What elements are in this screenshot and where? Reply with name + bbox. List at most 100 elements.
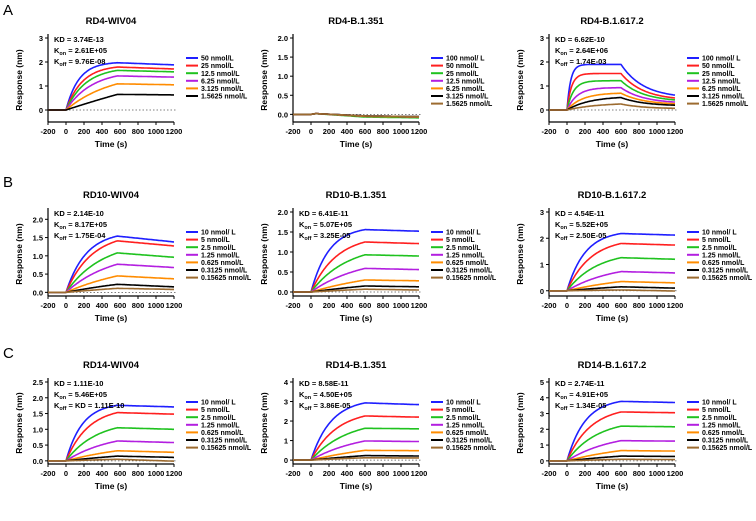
annotation-label: K — [54, 231, 60, 240]
annotation-label: K — [54, 390, 60, 399]
x-tick-label: 600 — [359, 127, 372, 136]
kinetics-annotation: Koff = 2.50E-05 — [555, 231, 606, 242]
legend-label: 0.3125 nmol/L — [201, 438, 248, 445]
legend: 100 nmol/ L50 nmol/L25 nmol/L12.5 nmol/L… — [431, 56, 493, 108]
y-tick-label: 2 — [284, 417, 288, 426]
x-tick-label: 400 — [597, 127, 610, 136]
x-tick-label: 800 — [633, 127, 646, 136]
annotation-label: K — [555, 401, 561, 410]
x-tick-label: 800 — [633, 469, 646, 478]
y-tick-label: 1.5 — [278, 53, 288, 62]
legend-label: 5 nmol/L — [446, 237, 476, 244]
x-tick-label: 400 — [96, 301, 109, 310]
chart-title: RD4-B.1.617.2 — [580, 16, 643, 27]
x-tick-label: 1200 — [667, 469, 684, 478]
x-tick-label: -200 — [285, 301, 300, 310]
x-tick-label: 800 — [377, 469, 390, 478]
series-line — [549, 92, 676, 111]
series-line — [549, 63, 676, 111]
chart-title: RD4-WIV04 — [86, 16, 137, 27]
series-line — [293, 415, 419, 461]
panel-letter-b: B — [3, 174, 14, 191]
legend-label: 2.5 nmol/L — [446, 415, 481, 422]
x-tick-label: 1200 — [166, 301, 183, 310]
series-line — [48, 263, 174, 294]
x-tick-label: 600 — [359, 469, 372, 478]
legend-label: 3.125 nmol/L — [201, 86, 244, 93]
legend-label: 50 nmol/L — [702, 63, 735, 70]
annotation-value: = 4.91E+05 — [567, 390, 608, 399]
legend-label: 3.125 nmol/L — [702, 94, 745, 101]
x-tick-label: 200 — [579, 127, 592, 136]
series-line — [549, 425, 675, 462]
y-tick-label: 3 — [540, 410, 544, 419]
y-axis-label: Response (nm) — [515, 223, 525, 285]
series-line — [293, 267, 419, 293]
x-tick-label: 400 — [597, 469, 610, 478]
kinetics-annotation: KD = 2.74E-11 — [555, 379, 604, 388]
x-tick-label: -200 — [285, 127, 300, 136]
y-tick-label: 2.0 — [33, 215, 43, 224]
legend-label: 0.15625 nmol/L — [446, 445, 497, 452]
y-tick-label: 2 — [540, 425, 544, 434]
y-tick-label: 2.5 — [33, 378, 43, 387]
x-tick-label: 400 — [341, 301, 354, 310]
kinetics-annotation: Koff = 3.25E-05 — [299, 231, 350, 242]
x-tick-label: 200 — [78, 469, 91, 478]
legend-label: 50 nmol/L — [201, 56, 234, 63]
x-tick-label: 1000 — [393, 469, 410, 478]
x-tick-label: 1200 — [411, 127, 428, 136]
annotation-subscript: on — [304, 395, 311, 401]
x-tick-label: -200 — [541, 301, 556, 310]
y-tick-label: 1.0 — [278, 72, 288, 81]
annotation-value: = 2.64E+06 — [567, 46, 608, 55]
panel-letter-c: C — [3, 345, 14, 362]
legend-label: 5 nmol/L — [702, 237, 732, 244]
x-tick-label: 1200 — [411, 469, 428, 478]
y-tick-label: 2 — [540, 234, 544, 243]
legend-label: 6.25 nmol/L — [446, 86, 485, 93]
y-tick-label: 0.5 — [33, 441, 43, 450]
x-tick-label: 200 — [323, 127, 336, 136]
series-line — [48, 458, 175, 462]
x-axis-label: Time (s) — [95, 481, 128, 491]
annotation-value: = 3.25E-05 — [311, 231, 350, 240]
legend: 10 nmol/ L5 nmol/L2.5 nmol/L1.25 nmol/L0… — [186, 400, 252, 452]
annotation-value: = 4.54E-11 — [566, 209, 605, 218]
y-tick-label: 0.5 — [33, 270, 43, 279]
legend: 10 nmol/ L5 nmol/L2.5 nmol/L1.25 nmol/L0… — [431, 230, 497, 282]
annotation-subscript: on — [59, 225, 66, 231]
legend-label: 1.25 nmol/L — [702, 252, 741, 259]
x-axis-label: Time (s) — [596, 139, 629, 149]
annotation-subscript: off — [59, 406, 66, 412]
legend-label: 0.625 nmol/L — [201, 260, 244, 267]
series-line — [293, 285, 419, 293]
annotation-subscript: on — [560, 395, 567, 401]
chart-panel: RD14-B.1.617.2 0 1 2 3 4 5 -200 0 200 400 600 800 100… — [515, 360, 753, 491]
series-line — [48, 235, 174, 294]
x-tick-label: 200 — [78, 127, 91, 136]
y-tick-label: 0 — [540, 287, 544, 296]
x-tick-label: 200 — [323, 301, 336, 310]
x-tick-label: 0 — [64, 469, 68, 478]
x-tick-label: 800 — [132, 127, 145, 136]
x-tick-label: 600 — [114, 301, 127, 310]
annotation-label: KD — [299, 209, 310, 218]
series-line — [48, 75, 174, 111]
kinetics-annotation: Koff = 3.86E-05 — [299, 401, 350, 412]
kinetics-annotation: Kon = 8.17E+05 — [54, 220, 107, 231]
kinetics-annotation: KD = 1.11E-10 — [54, 379, 103, 388]
legend-label: 5 nmol/L — [702, 407, 732, 414]
x-tick-label: 1000 — [649, 301, 666, 310]
y-tick-label: 1.5 — [278, 228, 288, 237]
series-line — [549, 270, 675, 292]
legend-label: 0.15625 nmol/L — [446, 275, 497, 282]
annotation-value: = KD = 1.11E-10 — [66, 401, 124, 410]
legend-label: 12.5 nmol/L — [446, 78, 485, 85]
y-tick-label: 4 — [284, 378, 289, 387]
chart-panel: RD4-WIV04 0 1 2 3 -200 0 200 400 600 800 1000 1200 Ti… — [14, 16, 248, 149]
legend: 100 nmol/ L50 nmol/L25 nmol/L12.5 nmol/L… — [687, 56, 749, 108]
x-tick-label: 600 — [114, 469, 127, 478]
series-line — [48, 426, 174, 462]
y-tick-label: 5 — [540, 378, 544, 387]
